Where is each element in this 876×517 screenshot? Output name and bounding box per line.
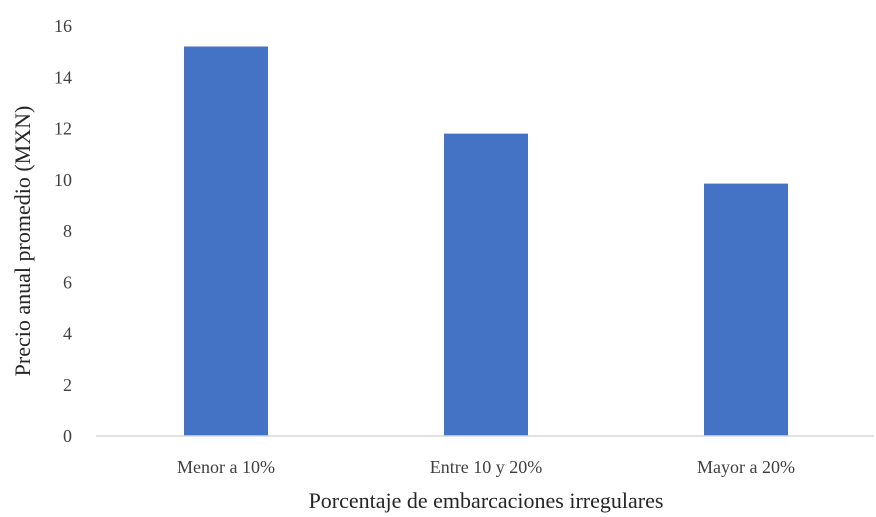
x-tick-label: Menor a 10% <box>177 457 275 477</box>
y-tick-label: 0 <box>63 426 72 446</box>
y-tick-label: 8 <box>63 221 72 241</box>
y-tick-label: 14 <box>54 67 72 87</box>
y-tick-label: 2 <box>63 375 72 395</box>
x-tick-label: Entre 10 y 20% <box>430 457 542 477</box>
x-axis-ticks: Menor a 10% Entre 10 y 20% Mayor a 20% <box>177 457 795 477</box>
bar <box>184 46 268 436</box>
bars <box>184 46 788 436</box>
x-tick-label: Mayor a 20% <box>697 457 795 477</box>
y-tick-label: 10 <box>54 170 72 190</box>
x-axis-title: Porcentaje de embarcaciones irregulares <box>309 488 664 513</box>
y-axis-ticks: 0 2 4 6 8 10 12 14 16 <box>54 16 72 446</box>
bar <box>704 183 788 436</box>
y-axis-title: Precio anual promedio (MXN) <box>10 106 35 377</box>
bar <box>444 133 528 436</box>
y-tick-label: 6 <box>63 272 72 292</box>
y-tick-label: 16 <box>54 16 72 36</box>
y-tick-label: 4 <box>63 324 72 344</box>
y-tick-label: 12 <box>54 119 72 139</box>
